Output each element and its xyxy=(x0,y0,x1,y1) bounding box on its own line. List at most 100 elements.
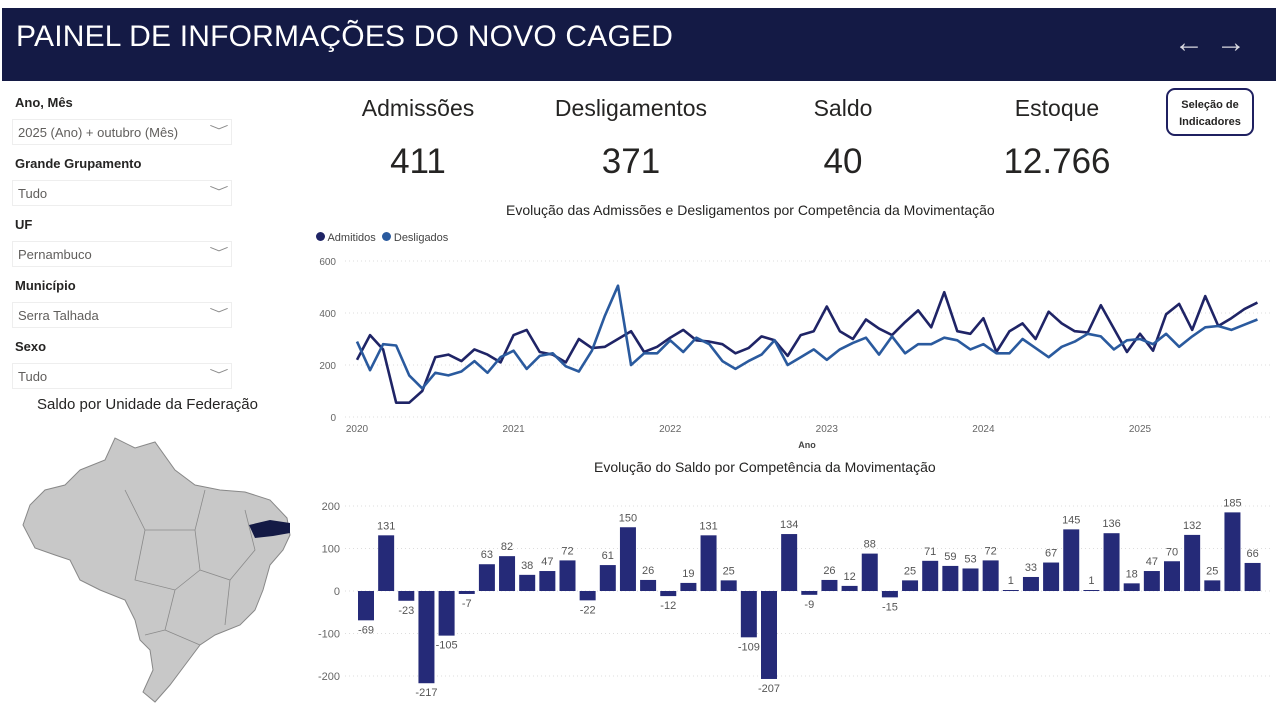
data-label: 38 xyxy=(521,560,533,572)
map-title: Saldo por Unidade da Federação xyxy=(37,396,258,413)
bar xyxy=(902,580,919,591)
bar xyxy=(720,580,737,591)
line-chart-legend: Admitidos Desligados xyxy=(316,232,448,244)
data-label: 185 xyxy=(1223,497,1241,509)
bar xyxy=(1143,571,1160,591)
bar xyxy=(1204,580,1221,591)
data-label: 136 xyxy=(1102,518,1120,530)
series-line-desligados xyxy=(355,284,1258,390)
kpi-label: Admissões xyxy=(361,95,475,121)
filter-label: UF xyxy=(15,217,33,232)
filter-value: Pernambuco xyxy=(18,247,92,262)
y-tick-label: 0 xyxy=(330,413,336,424)
data-label: 145 xyxy=(1062,514,1080,526)
data-label: 71 xyxy=(924,546,936,558)
bar xyxy=(922,560,939,591)
filter-label: Ano, Mês xyxy=(15,95,73,110)
legend-desligados: Desligados xyxy=(393,232,449,244)
data-label: 1 xyxy=(1008,575,1014,587)
data-label: 134 xyxy=(780,519,798,531)
legend-marker-desligados xyxy=(381,232,391,241)
bar xyxy=(660,591,677,597)
bar xyxy=(1083,590,1100,591)
data-label: 33 xyxy=(1025,562,1037,574)
data-label: 72 xyxy=(985,545,997,557)
x-tick-label: 2024 xyxy=(972,424,995,435)
bar xyxy=(458,591,475,594)
bar xyxy=(1103,533,1120,591)
data-label: 88 xyxy=(864,539,876,551)
data-label: 25 xyxy=(904,565,916,577)
data-label: 1 xyxy=(1088,575,1094,587)
data-label: 67 xyxy=(1045,548,1057,560)
data-label: 26 xyxy=(642,565,654,577)
y-tick-label: 100 xyxy=(322,544,340,556)
x-tick-label: 2021 xyxy=(502,424,525,435)
kpi-label: Desligamentos xyxy=(554,95,708,121)
filter-dropdown[interactable]: Tudo ﹀ xyxy=(12,363,232,389)
filter-dropdown[interactable]: Tudo ﹀ xyxy=(12,180,232,206)
data-label: -217 xyxy=(415,687,437,699)
kpi-label: Saldo xyxy=(813,95,873,121)
filter-value: Serra Talhada xyxy=(18,308,99,323)
data-label: 59 xyxy=(944,551,956,563)
kpi-value: 12.766 xyxy=(1003,142,1111,181)
data-label: -7 xyxy=(462,598,472,610)
bar xyxy=(761,591,777,679)
y-tick-label: 0 xyxy=(334,586,340,598)
filter-value: 2025 (Ano) + outubro (Mês) xyxy=(18,125,179,140)
bar xyxy=(438,591,455,636)
data-label: 61 xyxy=(602,550,614,562)
bar xyxy=(418,591,435,684)
bar xyxy=(478,564,495,591)
bar xyxy=(841,585,858,591)
x-tick-label: 2023 xyxy=(816,424,839,435)
bar xyxy=(579,591,596,601)
filter-dropdown[interactable]: Serra Talhada ﹀ xyxy=(12,302,232,328)
map-state-borders xyxy=(124,489,256,646)
y-tick-label: 200 xyxy=(319,361,336,372)
data-label: 19 xyxy=(682,568,694,580)
back-arrow-icon[interactable]: ← xyxy=(1174,26,1204,59)
bar xyxy=(499,556,516,591)
bar xyxy=(1244,562,1261,591)
bar xyxy=(519,574,536,591)
filter-dropdown[interactable]: Pernambuco ﹀ xyxy=(12,241,232,267)
filter-dropdown[interactable]: 2025 (Ano) + outubro (Mês) ﹀ xyxy=(12,119,232,145)
map-pernambuco[interactable] xyxy=(249,520,290,538)
y-tick-label: -100 xyxy=(318,629,340,641)
filter-label: Grande Grupamento xyxy=(15,156,142,171)
data-label: 25 xyxy=(1206,565,1218,577)
data-label: 132 xyxy=(1183,520,1201,532)
bar xyxy=(942,565,959,591)
data-label: 66 xyxy=(1246,548,1258,560)
button-label-line2: Indicadores xyxy=(1179,116,1241,128)
bar xyxy=(881,591,898,598)
x-tick-label: 2020 xyxy=(346,424,369,435)
filter-value: Tudo xyxy=(18,186,48,201)
chevron-down-icon: ﹀ xyxy=(209,368,229,382)
bar xyxy=(982,560,999,591)
bar xyxy=(398,591,415,601)
data-label: 70 xyxy=(1166,546,1178,558)
y-tick-label: -200 xyxy=(318,671,340,683)
kpi-label: Estoque xyxy=(1014,95,1100,121)
kpi-value: 371 xyxy=(601,142,661,181)
forward-arrow-icon[interactable]: → xyxy=(1216,26,1246,59)
data-label: -109 xyxy=(738,641,760,653)
bar-chart-title: Evolução do Saldo por Competência da Mov… xyxy=(594,459,936,475)
bar xyxy=(1184,534,1201,591)
bar xyxy=(378,535,395,591)
bar xyxy=(821,579,838,591)
brazil-map[interactable] xyxy=(15,430,300,708)
bar xyxy=(619,527,636,591)
kpi-value: 40 xyxy=(823,142,863,181)
data-label: 63 xyxy=(481,549,493,561)
data-label: 150 xyxy=(619,512,637,524)
data-label: 72 xyxy=(561,545,573,557)
legend-marker-admitidos xyxy=(316,232,325,241)
bar xyxy=(1224,512,1241,591)
bar xyxy=(1063,529,1080,591)
data-label: -69 xyxy=(358,624,374,636)
indicator-selection-button[interactable]: Seleção de Indicadores xyxy=(1166,88,1254,136)
